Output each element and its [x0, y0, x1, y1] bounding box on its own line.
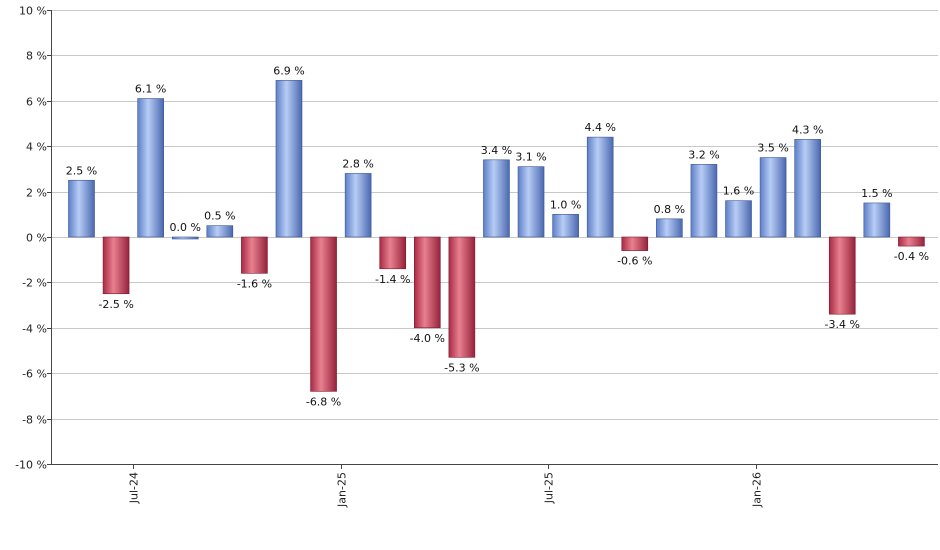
- bar: [102, 236, 130, 295]
- data-label: 3.5 %: [757, 142, 788, 155]
- data-label: 1.0 %: [550, 198, 581, 211]
- data-label: 1.6 %: [723, 185, 754, 198]
- bar: [898, 236, 925, 247]
- y-tick-label: -4 %: [22, 323, 47, 336]
- y-tick-label: 0 %: [26, 232, 47, 245]
- bar: [725, 200, 752, 238]
- data-label: -6.8 %: [306, 395, 341, 408]
- data-label: -4.0 %: [410, 332, 445, 345]
- bar: [828, 236, 856, 315]
- y-tick-label: -6 %: [22, 368, 47, 381]
- y-axis: 10 % 8 % 6 % 4 % 2 % 0 % -2 % -4 % -6 % -8 % -10 %: [15, 5, 52, 472]
- bar: [413, 236, 441, 329]
- bar: [241, 236, 268, 274]
- bar: [863, 202, 891, 238]
- data-label: -5.3 %: [444, 361, 479, 374]
- x-tick-label: Jan-25: [336, 472, 349, 508]
- data-label: 2.5 %: [66, 164, 97, 177]
- y-tick-label: -8 %: [22, 414, 47, 427]
- x-tick-label: Jul-25: [543, 472, 556, 504]
- bar: [517, 166, 545, 238]
- data-label: -3.4 %: [825, 318, 860, 331]
- data-label: -0.6 %: [617, 255, 652, 268]
- bar: [310, 236, 337, 392]
- data-label: 3.4 %: [481, 144, 512, 157]
- data-label: 2.8 %: [342, 157, 373, 170]
- bar: [621, 236, 649, 251]
- y-tick-label: 4 %: [26, 141, 47, 154]
- data-label: -1.4 %: [375, 273, 410, 286]
- data-label: 4.4 %: [584, 121, 615, 134]
- x-tick-label: Jul-24: [128, 472, 141, 504]
- bar: [483, 159, 510, 238]
- y-tick-label: 6 %: [26, 96, 47, 109]
- bar: [552, 214, 579, 238]
- y-tick-label: -10 %: [15, 459, 47, 472]
- data-label: 6.9 %: [273, 64, 304, 77]
- data-label: 4.3 %: [792, 123, 823, 136]
- bar: [690, 164, 718, 238]
- bar: [68, 179, 95, 238]
- bar: [275, 80, 303, 238]
- x-axis: Jul-24 Jan-25 Jul-25 Jan-26: [51, 464, 938, 508]
- bars: [68, 80, 925, 392]
- data-labels: 2.5 % -2.5 % 6.1 % 0.0 %0.5 % -1.6 % 6.9 % -6.…: [66, 64, 929, 408]
- y-tick-label: 10 %: [19, 5, 47, 18]
- bar: [206, 225, 234, 238]
- data-label: 0.5 %: [204, 210, 235, 223]
- bar: [794, 139, 821, 238]
- data-label: 1.5 %: [861, 187, 892, 200]
- data-label: -0.4 %: [894, 250, 929, 263]
- y-tick-label: 8 %: [26, 50, 47, 63]
- bar: [656, 218, 683, 238]
- y-tick-label: -2 %: [22, 277, 47, 290]
- data-label: -1.6 %: [237, 277, 272, 290]
- bar: [586, 136, 614, 238]
- bar: [759, 157, 787, 238]
- bar: [379, 236, 407, 270]
- data-label: 3.2 %: [688, 148, 719, 161]
- data-label: 6.1 %: [135, 83, 166, 96]
- data-label: 0.0 %: [170, 221, 201, 234]
- bar: [448, 236, 476, 358]
- y-tick-label: 2 %: [26, 187, 47, 200]
- data-label: -2.5 %: [98, 298, 133, 311]
- bar: [344, 173, 372, 238]
- bar: [171, 236, 199, 240]
- data-label: 0.8 %: [654, 203, 685, 216]
- data-label: 3.1 %: [515, 151, 546, 164]
- x-tick-label: Jan-26: [751, 472, 764, 508]
- bar: [137, 98, 164, 238]
